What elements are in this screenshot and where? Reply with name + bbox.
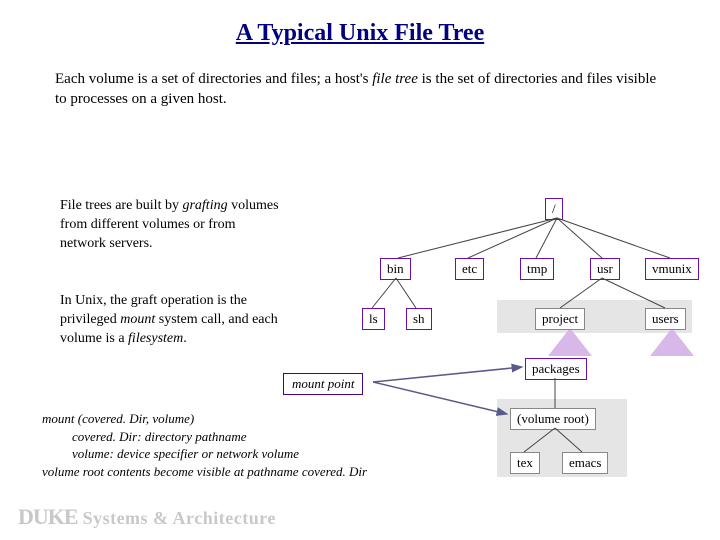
tree-node: tmp [520,258,554,280]
tree-node: project [535,308,585,330]
paragraph-grafting: File trees are built by grafting volumes… [60,197,280,254]
tree-node: emacs [562,452,608,474]
page-title: A Typical Unix File Tree [0,0,720,47]
tree-node: (volume root) [510,408,596,430]
subtree-triangle-icon [548,328,592,356]
paragraph-mount: In Unix, the graft operation is the priv… [60,292,280,349]
tree-node: tex [510,452,540,474]
tree-node: packages [525,358,587,380]
subtree-triangle-icon [650,328,694,356]
tree-node: / [545,198,563,220]
tree-node: ls [362,308,385,330]
intro-text: Each volume is a set of directories and … [0,47,720,110]
tree-node: usr [590,258,620,280]
mount-point-label: mount point [283,373,363,395]
tree-node: bin [380,258,411,280]
mount-definition: mount (covered. Dir, volume) covered. Di… [42,410,402,480]
tree-node: vmunix [645,258,699,280]
footer-brand: DUKE Systems & Architecture [18,504,276,530]
tree-node: etc [455,258,484,280]
tree-node: sh [406,308,432,330]
tree-node: users [645,308,686,330]
